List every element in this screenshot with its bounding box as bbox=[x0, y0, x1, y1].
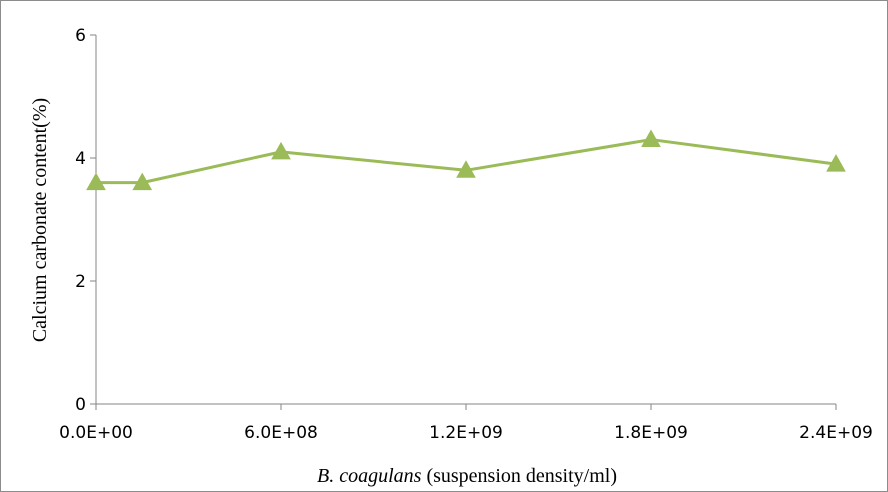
series-layer bbox=[86, 129, 846, 191]
data-point-marker bbox=[641, 129, 661, 148]
y-tick-label: 0 bbox=[75, 395, 86, 415]
data-point-marker bbox=[826, 154, 846, 172]
data-point-marker bbox=[456, 160, 476, 178]
x-axis-title-rest: (suspension density/ml) bbox=[421, 465, 617, 487]
data-point-marker bbox=[86, 172, 106, 191]
x-tick-label: 0.0E+00 bbox=[59, 423, 133, 443]
tick-labels: 0 2 4 6 0.0E+00 6.0E+08 1.2E+09 1.8E+09 2.4E+09 bbox=[59, 26, 873, 443]
data-point-marker bbox=[132, 172, 153, 191]
y-axis-title: Calcium carbonate content(%) bbox=[29, 98, 51, 342]
y-tick-label: 6 bbox=[75, 26, 86, 46]
y-tick-label: 4 bbox=[75, 149, 86, 169]
series-line bbox=[96, 138, 837, 185]
y-tick-label: 2 bbox=[75, 272, 86, 292]
axes bbox=[90, 34, 837, 410]
x-tick-label: 6.0E+08 bbox=[244, 423, 318, 443]
data-point-marker bbox=[271, 141, 291, 160]
x-axis-title-italic: B. coagulans bbox=[317, 465, 422, 487]
x-tick-label: 1.2E+09 bbox=[429, 423, 503, 443]
x-axis-title: B. coagulans (suspension density/ml) bbox=[317, 465, 617, 487]
x-tick-label: 1.8E+09 bbox=[614, 423, 688, 443]
x-tick-label: 2.4E+09 bbox=[799, 423, 873, 443]
